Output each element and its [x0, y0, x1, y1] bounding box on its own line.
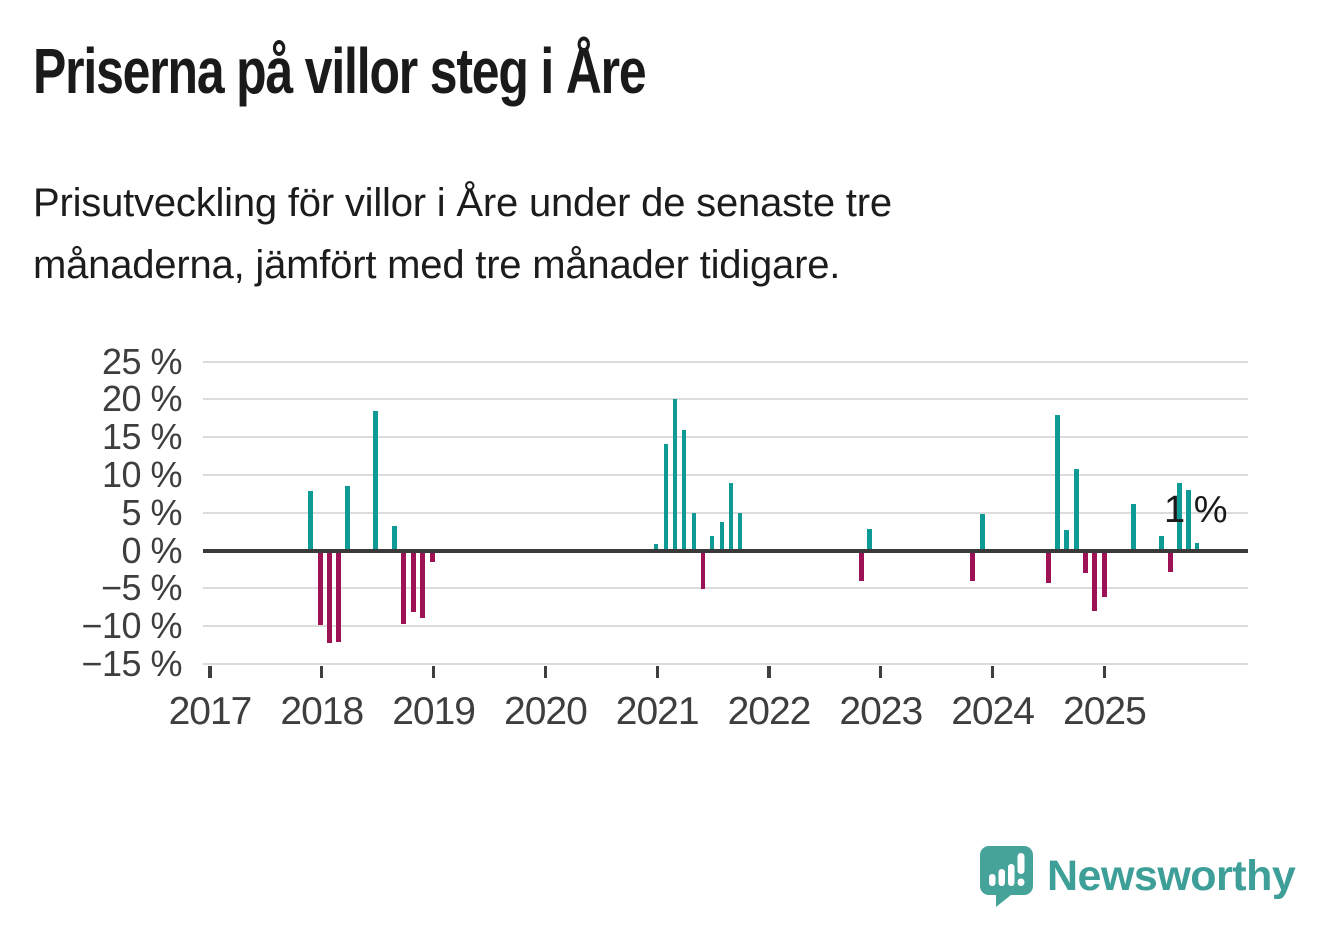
gridline	[203, 436, 1248, 439]
x-axis-label: 2019	[392, 690, 476, 733]
x-axis-tick	[543, 666, 548, 678]
bar	[345, 486, 350, 552]
y-axis-label: 15 %	[101, 416, 183, 458]
bar	[420, 549, 425, 618]
bar	[859, 549, 865, 582]
bar	[867, 528, 872, 552]
bar	[1046, 549, 1051, 583]
page-title: Priserna på villor steg i Åre	[33, 35, 647, 107]
subtitle-line-2: månaderna, jämfört med tre månader tidig…	[33, 243, 841, 287]
bar	[1168, 549, 1173, 573]
newsworthy-logo-icon	[980, 846, 1033, 907]
y-axis-label: 0 %	[121, 529, 182, 571]
bar	[1055, 415, 1060, 552]
bar	[1064, 530, 1069, 552]
bar	[308, 490, 313, 552]
bar	[318, 549, 323, 625]
bar	[1131, 504, 1136, 552]
gridline	[203, 360, 1248, 363]
x-axis-tick	[767, 666, 771, 678]
x-axis-label: 2022	[727, 690, 812, 733]
y-axis-label: 10 %	[101, 453, 183, 495]
gridline	[203, 398, 1248, 401]
y-axis-label: 5 %	[121, 491, 182, 533]
bar	[737, 512, 743, 552]
bar	[1092, 549, 1097, 611]
y-axis-label: 20 %	[101, 378, 183, 420]
gridline	[203, 662, 1248, 665]
bar	[663, 444, 669, 552]
bar	[1083, 549, 1088, 574]
bar	[970, 549, 975, 582]
bar	[411, 549, 416, 612]
x-axis-zero-line	[203, 548, 1248, 553]
bar	[373, 410, 378, 552]
y-axis-label: −15 %	[81, 642, 182, 684]
x-axis-tick	[1102, 666, 1107, 678]
x-axis-tick	[879, 666, 883, 678]
last-value-label: 1 %	[1164, 489, 1227, 531]
bar	[1102, 549, 1107, 597]
bar	[1074, 468, 1079, 552]
bar	[1159, 536, 1164, 552]
x-axis-label: 2025	[1063, 690, 1147, 733]
bar	[709, 536, 715, 552]
gridline	[203, 473, 1248, 476]
bar	[327, 549, 332, 644]
bar	[681, 430, 687, 552]
subtitle-line-1: Prisutveckling för villor i Åre under de…	[33, 181, 892, 225]
bar	[700, 549, 706, 589]
x-axis-label: 2020	[504, 690, 588, 733]
bar	[980, 514, 985, 552]
bar	[336, 549, 341, 642]
brand-footer: Newsworthy	[979, 845, 1296, 907]
x-axis-label: 2024	[951, 690, 1035, 733]
x-axis-tick	[208, 666, 212, 678]
y-axis-label: 25 %	[101, 340, 183, 382]
gridline	[203, 587, 1248, 590]
bar	[430, 549, 435, 562]
bar	[672, 398, 678, 552]
gridline	[203, 511, 1248, 514]
x-axis-tick	[990, 666, 995, 678]
bar	[1185, 490, 1191, 552]
bar	[401, 549, 406, 624]
newsworthy-wordmark: Newsworthy	[1047, 851, 1296, 900]
bar	[1177, 482, 1182, 552]
bar	[728, 482, 734, 552]
bar	[719, 521, 725, 552]
y-axis-label: −10 %	[81, 605, 182, 647]
y-axis-label: −5 %	[100, 567, 183, 609]
x-axis-label: 2017	[168, 690, 253, 733]
x-axis-label: 2018	[280, 690, 364, 733]
bar	[653, 543, 659, 552]
x-axis-label: 2021	[615, 690, 700, 733]
bar	[392, 526, 397, 552]
x-axis-tick	[431, 666, 436, 678]
gridline	[203, 625, 1248, 628]
x-axis-label: 2023	[839, 690, 923, 733]
bar	[1194, 542, 1200, 552]
x-axis-tick	[655, 666, 659, 678]
bar	[691, 512, 697, 552]
x-axis-tick	[320, 666, 324, 678]
chart-subtitle: Prisutveckling för villor i Åre under de…	[33, 172, 892, 296]
